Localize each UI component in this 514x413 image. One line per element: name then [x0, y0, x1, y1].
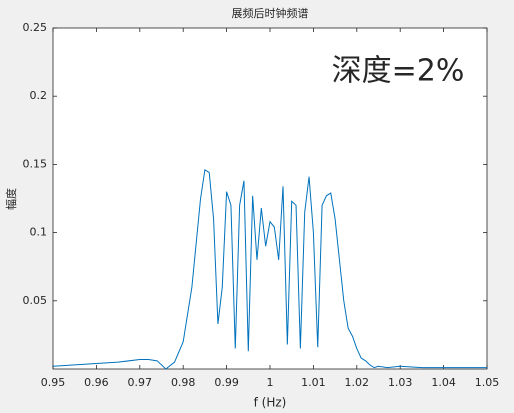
x-tick-label: 1.04 [431, 376, 456, 389]
x-tick-label: 1.02 [345, 376, 370, 389]
plot-area [53, 28, 487, 369]
y-tick-label: 0.15 [23, 157, 48, 170]
annotation: 深度=2% [332, 54, 465, 89]
x-axis-label: f (Hz) [254, 396, 287, 410]
line [52, 169, 487, 370]
x-tick-label: 0.99 [214, 376, 239, 389]
chart-title: 展频后时钟频谱 [232, 6, 309, 20]
x-tick-label: 0.96 [84, 376, 109, 389]
y-axis-label: 幅度 [4, 188, 18, 210]
y-tick-label: 0.05 [23, 294, 48, 307]
x-tick-label: 1.05 [475, 376, 500, 389]
x-tick-label: 1.01 [301, 376, 326, 389]
x-tick-label: 0.98 [171, 376, 196, 389]
y-tick-label: 0.25 [23, 21, 48, 34]
y-tick-label: 0.1 [30, 226, 48, 239]
x-tick-label: 1 [267, 376, 274, 389]
axes-box [52, 27, 488, 370]
x-tick-label: 0.95 [41, 376, 66, 389]
x-tick-label: 0.97 [128, 376, 153, 389]
x-tick-label: 1.03 [388, 376, 413, 389]
y-tick-label: 0.2 [30, 89, 48, 102]
